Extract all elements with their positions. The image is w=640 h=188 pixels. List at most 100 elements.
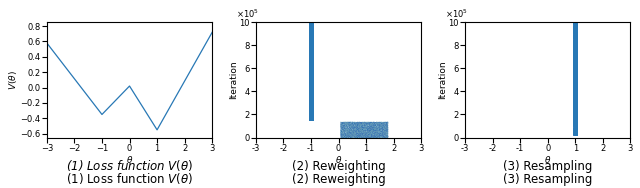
Point [570, 101, 580, 104]
Point [570, 127, 580, 130]
Point [307, 33, 317, 36]
Point [307, 34, 317, 37]
Point [307, 49, 317, 52]
Point [569, 27, 579, 30]
Point [568, 52, 579, 55]
Point [306, 88, 316, 91]
Point [570, 27, 580, 30]
Point [572, 103, 582, 106]
Point [337, 122, 347, 125]
Point [308, 78, 318, 81]
Point [307, 100, 317, 103]
Point [307, 92, 317, 96]
Point [368, 129, 378, 132]
Point [305, 49, 316, 52]
Point [571, 90, 581, 93]
Point [307, 118, 317, 121]
Point [572, 33, 582, 36]
Point [381, 134, 391, 137]
Point [571, 98, 581, 101]
Point [307, 96, 317, 99]
Point [305, 82, 316, 85]
Point [568, 120, 579, 123]
Point [570, 33, 580, 36]
Point [570, 106, 580, 109]
Point [345, 131, 355, 134]
Point [569, 65, 579, 68]
Point [572, 37, 582, 40]
Point [570, 83, 580, 86]
Point [368, 131, 378, 134]
Point [307, 54, 317, 57]
Point [367, 120, 378, 123]
Point [305, 70, 315, 73]
Point [568, 104, 579, 107]
Point [308, 70, 318, 73]
Point [572, 99, 582, 102]
Point [568, 105, 579, 108]
Point [368, 125, 378, 128]
Point [304, 74, 314, 77]
Point [305, 24, 316, 27]
Point [572, 67, 582, 70]
Point [570, 128, 580, 131]
Point [307, 33, 317, 36]
Point [572, 109, 582, 112]
Point [569, 24, 579, 27]
Point [570, 81, 580, 84]
Point [572, 101, 582, 104]
Point [305, 64, 315, 67]
Point [572, 44, 582, 47]
Point [306, 99, 316, 102]
Point [306, 116, 316, 119]
Point [308, 29, 318, 32]
Point [336, 120, 346, 123]
Point [346, 124, 356, 127]
Point [569, 41, 579, 44]
Point [572, 60, 582, 63]
Point [570, 85, 580, 88]
Point [305, 73, 316, 76]
Point [305, 77, 315, 80]
Point [372, 134, 383, 137]
Point [354, 135, 364, 138]
Point [339, 134, 349, 137]
Point [568, 116, 579, 119]
Point [343, 133, 353, 136]
Point [571, 24, 581, 27]
Point [307, 54, 317, 57]
Point [568, 71, 579, 74]
Point [360, 131, 371, 134]
Point [572, 48, 582, 51]
Point [307, 50, 317, 53]
Point [308, 72, 318, 75]
Point [307, 95, 317, 98]
Point [304, 100, 314, 103]
Point [381, 128, 391, 131]
Point [570, 121, 580, 124]
Point [570, 100, 580, 103]
Point [571, 79, 581, 82]
Point [572, 31, 582, 34]
Point [572, 129, 582, 132]
Point [568, 131, 579, 134]
Point [572, 38, 582, 41]
Point [572, 108, 582, 111]
Point [307, 102, 317, 105]
Point [307, 112, 317, 115]
Point [307, 92, 317, 95]
Point [568, 115, 579, 118]
Point [372, 121, 382, 124]
Point [306, 50, 316, 53]
Point [572, 131, 582, 134]
Point [572, 96, 582, 99]
Point [374, 127, 385, 130]
Point [304, 64, 314, 67]
Point [305, 54, 316, 57]
Point [569, 118, 579, 121]
Point [572, 88, 582, 91]
Point [356, 128, 366, 131]
Point [305, 37, 315, 40]
Point [568, 28, 579, 31]
Point [381, 131, 392, 134]
